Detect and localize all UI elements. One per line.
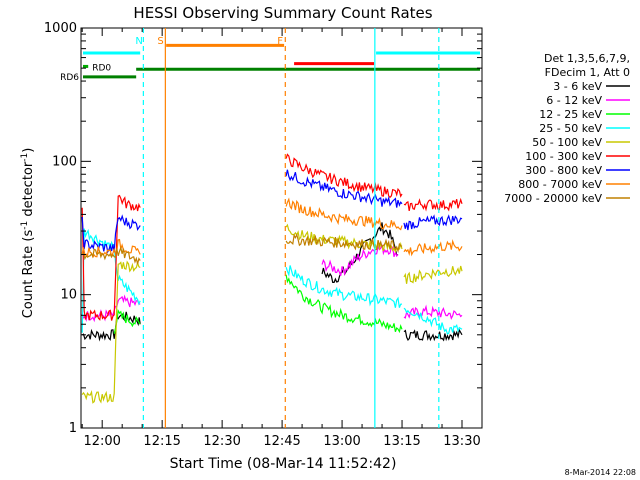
state-bar-label: RD6 [60, 73, 79, 83]
series-line [81, 294, 141, 323]
y-axis-label-mid: detector [21, 161, 36, 221]
series-line [285, 169, 403, 208]
legend-label: 12 - 25 keV [539, 108, 602, 121]
series-line [81, 245, 141, 265]
x-tick-label: 12:45 [263, 434, 300, 449]
legend-label: 6 - 12 keV [546, 94, 602, 107]
series-line [113, 308, 141, 334]
legend-label: 25 - 50 keV [539, 122, 602, 135]
series-line [403, 238, 463, 257]
x-tick-label: 13:30 [443, 434, 480, 449]
state-bar-label: RD0 [92, 63, 111, 73]
legend-label: 50 - 100 keV [532, 136, 602, 149]
x-tick-label: 12:00 [83, 434, 120, 449]
y-axis-label-sup2: -1 [20, 153, 30, 162]
event-marker-label: F [277, 36, 283, 47]
legend-label: 100 - 300 keV [525, 150, 602, 163]
svg-text:Count Rate (s-1 detector-1): Count Rate (s-1 detector-1) [20, 148, 36, 319]
series-line [403, 265, 463, 284]
legend-label: 300 - 800 keV [525, 164, 602, 177]
legend-label: 800 - 7000 keV [518, 178, 602, 191]
series-line [81, 214, 141, 254]
series-line [403, 304, 463, 320]
series-line [285, 223, 403, 254]
series-line [403, 328, 463, 342]
legend-label: 3 - 6 keV [553, 80, 602, 93]
plot-area [80, 27, 483, 429]
series-line [403, 197, 463, 212]
footer-date: 8-Mar-2014 22:08 [565, 468, 636, 477]
y-axis-label-main: Count Rate (s [21, 230, 36, 319]
series-line [81, 194, 141, 321]
axis-ticks: 12:00 12:15 12:30 12:45 13:00 13:15 13:30 1 10 10… [44, 21, 483, 449]
y-axis-label-sup1: -1 [20, 221, 30, 230]
x-tick-label: 13:15 [383, 434, 420, 449]
series-line [285, 197, 403, 231]
series-line [285, 274, 403, 334]
series-line [403, 307, 463, 335]
x-axis-label: Start Time (08-Mar-14 11:52:42) [170, 456, 397, 472]
legend-header-line1: Det 1,3,5,6,7,9, [544, 52, 630, 65]
series-line [403, 214, 463, 231]
series-lines [81, 153, 463, 404]
instrument-state-bars: RD0 RD6 [60, 43, 481, 83]
event-marker-label: S [157, 36, 163, 47]
plot-frame [80, 27, 483, 429]
series-line [285, 265, 403, 308]
series-line [321, 222, 399, 283]
x-tick-label: 12:15 [143, 434, 180, 449]
y-axis-label: Count Rate (s-1 detector-1) [20, 148, 36, 319]
y-tick-label: 100 [52, 154, 77, 169]
y-tick-label: 10 [60, 288, 77, 303]
series-line [81, 311, 141, 342]
y-axis-label-end: ) [21, 148, 36, 153]
event-marker-label: N [135, 36, 142, 47]
x-tick-label: 12:30 [203, 434, 240, 449]
chart-title: HESSI Observing Summary Count Rates [133, 4, 432, 22]
y-tick-label: 1000 [44, 21, 77, 36]
series-line [285, 153, 403, 199]
series-line [321, 244, 399, 277]
series-line [285, 233, 403, 254]
x-tick-label: 13:00 [323, 434, 360, 449]
legend: Det 1,3,5,6,7,9, FDecim 1, Att 0 3 - 6 k… [504, 52, 630, 205]
legend-header-line2: FDecim 1, Att 0 [545, 66, 630, 79]
y-tick-label: 1 [69, 421, 77, 436]
legend-label: 7000 - 20000 keV [504, 192, 602, 205]
series-line [81, 260, 141, 404]
